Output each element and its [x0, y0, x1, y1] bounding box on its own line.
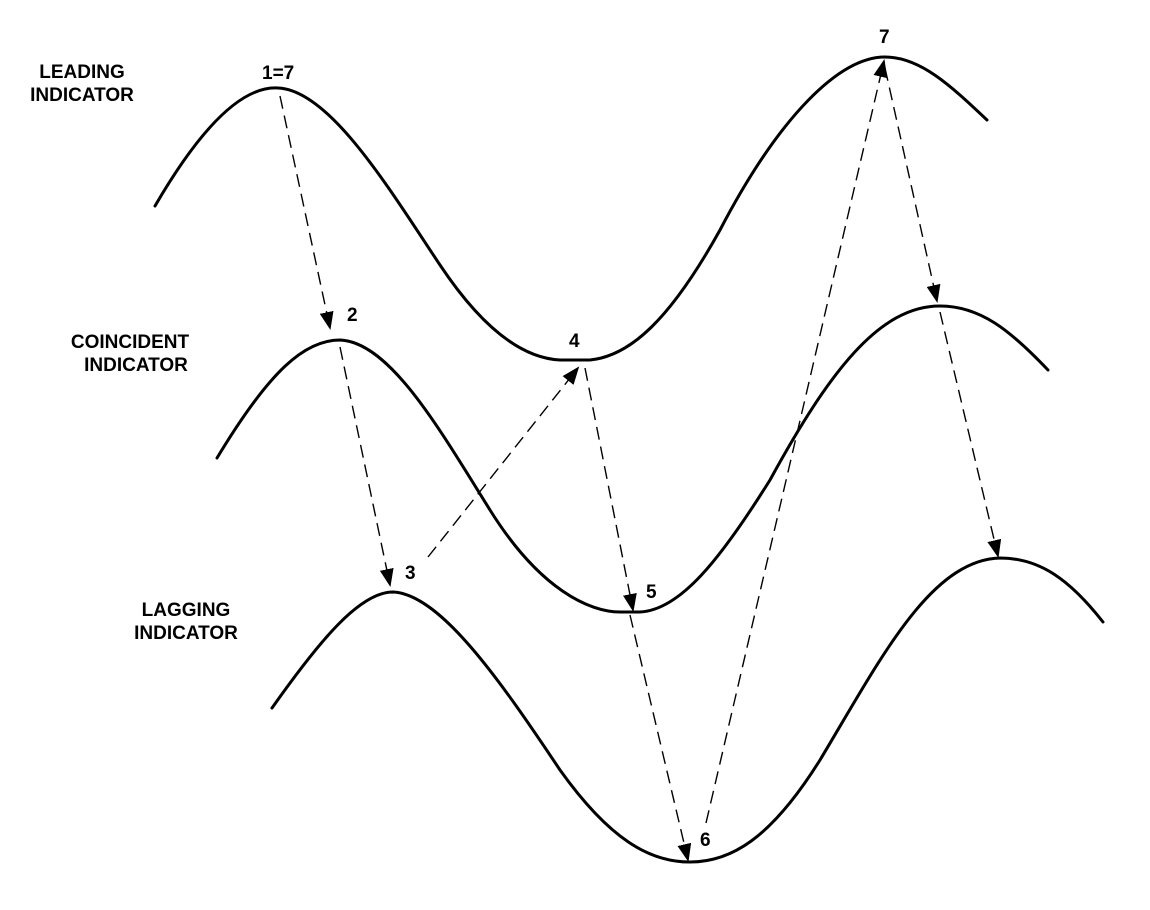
lagging-indicator-label-line1: LAGGING — [142, 600, 231, 621]
leading-indicator-label-line1: LEADING — [39, 62, 125, 83]
point-label-5: 5 — [646, 582, 657, 603]
arrow-7-to-coincident-peak — [884, 67, 941, 303]
arrow-4-to-5 — [584, 367, 637, 612]
lagging-indicator-label-line2: INDICATOR — [134, 623, 238, 644]
coincident-indicator-label-line2: INDICATOR — [84, 355, 188, 376]
point-label-6: 6 — [700, 830, 711, 851]
coincident-indicator-label-line1: COINCIDENT — [71, 332, 190, 353]
arrow-6-to-7 — [705, 59, 888, 824]
point-label-2: 2 — [347, 305, 358, 326]
point-label-4: 4 — [569, 331, 580, 352]
arrow-2-to-3 — [339, 346, 394, 587]
arrow-5-to-6 — [629, 614, 692, 862]
lagging-indicator-curve — [270, 556, 1105, 864]
arrow-3-to-4 — [427, 366, 580, 558]
point-label-1: 1=7 — [262, 63, 294, 84]
leading-indicator-label-line2: INDICATOR — [30, 85, 134, 106]
point-label-7: 7 — [879, 27, 890, 48]
arrow-1-to-2 — [279, 95, 334, 330]
leading-indicator-curve — [153, 55, 989, 362]
arrow-coincident-peak-to-lagging-peak — [939, 311, 1002, 558]
point-label-3: 3 — [405, 563, 416, 584]
coincident-indicator-curve — [215, 304, 1050, 614]
